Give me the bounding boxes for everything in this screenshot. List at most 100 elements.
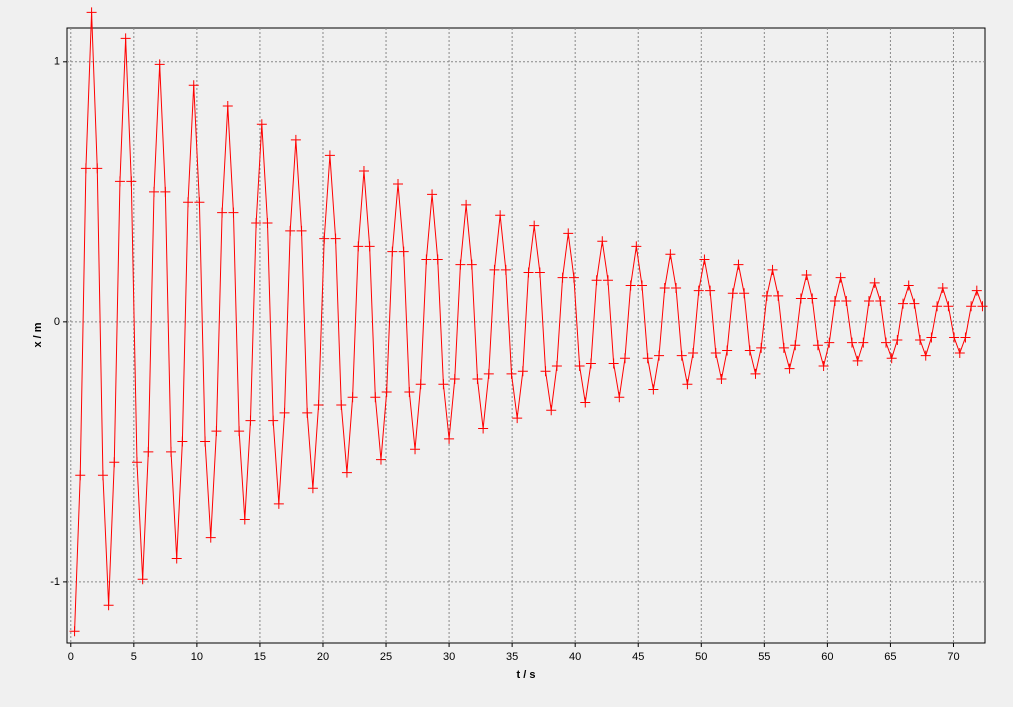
y-tick-label: 0 (54, 316, 60, 328)
point-marker (846, 337, 857, 348)
point-marker (137, 574, 148, 585)
point-marker (574, 361, 585, 372)
point-marker (722, 345, 733, 356)
point-marker (483, 368, 494, 379)
point-marker (245, 415, 256, 426)
point-marker (858, 337, 869, 348)
point-marker (97, 470, 108, 481)
point-marker (546, 405, 557, 416)
point-marker (954, 348, 965, 359)
point-marker (943, 301, 954, 312)
point-marker (693, 285, 704, 296)
point-marker (92, 163, 103, 174)
plot-area (66, 27, 986, 644)
point-marker (302, 407, 313, 418)
point-marker (614, 392, 625, 403)
point-marker (432, 254, 443, 265)
point-marker (523, 267, 534, 278)
point-marker (313, 400, 324, 411)
point-marker (387, 246, 398, 257)
point-marker (960, 332, 971, 343)
point-marker (273, 498, 284, 509)
point-marker (966, 301, 977, 312)
point-marker (580, 397, 591, 408)
point-marker (381, 387, 392, 398)
point-marker (727, 288, 738, 299)
point-marker (166, 446, 177, 457)
point-marker (829, 296, 840, 307)
x-tick-label: 45 (632, 651, 644, 663)
point-marker (835, 272, 846, 283)
point-marker (949, 332, 960, 343)
point-marker (444, 433, 455, 444)
point-marker (103, 600, 114, 611)
point-marker (801, 270, 812, 281)
point-marker (852, 355, 863, 366)
point-marker (676, 350, 687, 361)
point-marker (654, 350, 665, 361)
point-marker (341, 467, 352, 478)
point-marker (336, 400, 347, 411)
point-marker (551, 361, 562, 372)
point-marker (171, 553, 182, 564)
point-marker (330, 233, 341, 244)
point-marker (818, 361, 829, 372)
point-marker (682, 379, 693, 390)
point-marker (455, 259, 466, 270)
point-marker (466, 259, 477, 270)
point-marker (705, 285, 716, 296)
point-marker (228, 207, 239, 218)
point-marker (370, 392, 381, 403)
point-marker (637, 280, 648, 291)
point-marker (177, 436, 188, 447)
x-tick-label: 65 (884, 651, 896, 663)
point-marker (427, 189, 438, 200)
point-marker (205, 532, 216, 543)
point-marker (239, 514, 250, 525)
point-marker (495, 210, 506, 221)
point-marker (739, 288, 750, 299)
point-marker (347, 392, 358, 403)
point-marker (778, 342, 789, 353)
point-marker (659, 283, 670, 294)
point-marker (234, 426, 245, 437)
point-marker (625, 280, 636, 291)
point-marker (358, 166, 369, 177)
point-marker (393, 179, 404, 190)
point-marker (529, 220, 540, 231)
x-tick-label: 15 (254, 651, 266, 663)
point-marker (86, 7, 97, 18)
x-tick-label: 5 (131, 651, 137, 663)
point-marker (149, 186, 160, 197)
point-marker (932, 301, 943, 312)
x-tick-label: 20 (317, 651, 329, 663)
point-marker (773, 290, 784, 301)
point-marker (222, 101, 233, 112)
x-tick-label: 40 (569, 651, 581, 663)
point-marker (472, 374, 483, 385)
point-marker (750, 368, 761, 379)
point-marker (710, 348, 721, 359)
point-marker (767, 264, 778, 275)
point-marker (915, 335, 926, 346)
point-marker (160, 186, 171, 197)
point-marker (251, 218, 262, 229)
point-marker (500, 264, 511, 275)
point-marker (886, 353, 897, 364)
point-marker (875, 296, 886, 307)
point-marker (977, 301, 988, 312)
point-marker (290, 134, 301, 145)
point-marker (591, 275, 602, 286)
point-marker (733, 259, 744, 270)
point-marker (517, 366, 528, 377)
point-marker (109, 457, 120, 468)
point-marker (80, 163, 91, 174)
point-marker (154, 59, 165, 70)
point-marker (671, 283, 682, 294)
point-marker (631, 241, 642, 252)
point-marker (438, 379, 449, 390)
point-marker (398, 246, 409, 257)
point-marker (761, 290, 772, 301)
point-marker (892, 335, 903, 346)
